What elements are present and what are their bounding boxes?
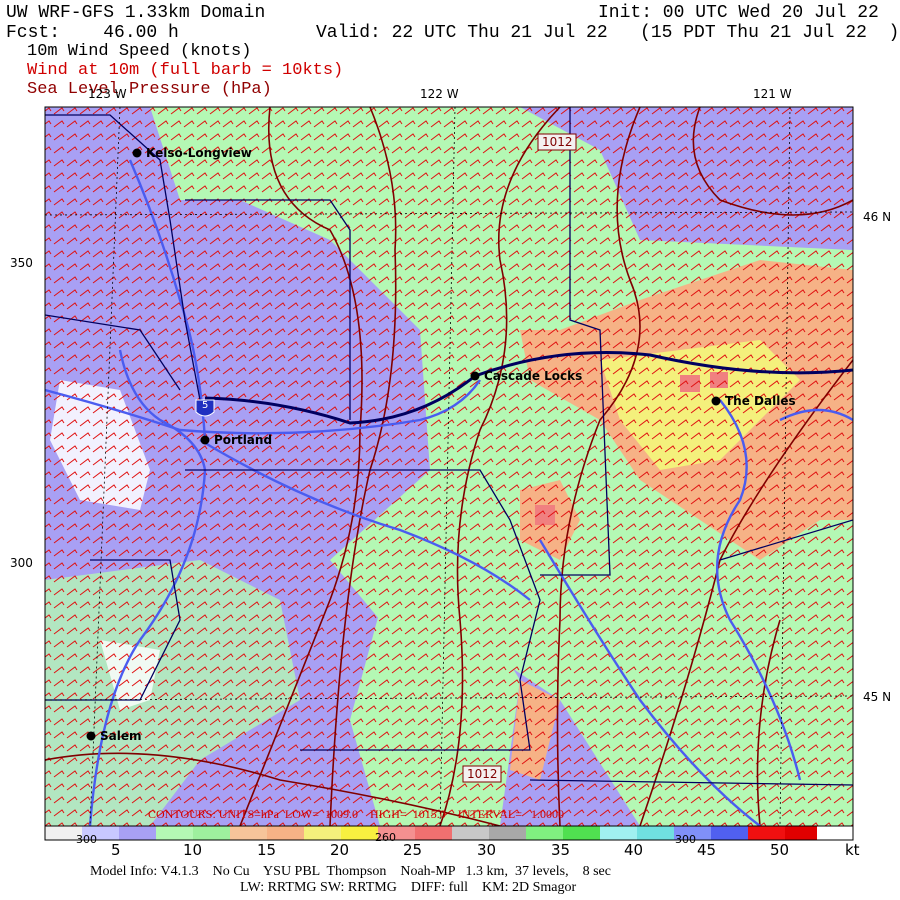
contour-info: CONTOURS: UNITS=hPa LOW= 1009.0 HIGH= 10… bbox=[148, 807, 564, 821]
latitude-label: 46 N bbox=[863, 210, 892, 224]
colorbar-overlay-label: 300 bbox=[76, 833, 97, 846]
model-info: Model Info: V4.1.3 No Cu YSU PBL Thompso… bbox=[90, 864, 611, 879]
boundaries bbox=[45, 107, 853, 786]
colorbar-label: 50 bbox=[770, 841, 790, 859]
contour-label: 1012 bbox=[467, 767, 498, 781]
city-markers bbox=[86, 148, 721, 741]
map bbox=[45, 107, 853, 826]
highway-shield bbox=[195, 399, 215, 417]
colorbar-overlay-label: 260 bbox=[375, 831, 396, 844]
colorbar-label: 35 bbox=[551, 841, 571, 859]
model-info: LW: RRTMG SW: RRTMG DIFF: full KM: 2D Sm… bbox=[240, 880, 577, 895]
colorbar-label: 10 bbox=[183, 841, 203, 859]
contour-label-box bbox=[537, 133, 577, 151]
contour-label-box bbox=[462, 765, 502, 783]
colorbar-label: 20 bbox=[330, 841, 350, 859]
valid-time: Valid: 22 UTC Thu 21 Jul 22 (15 PDT Thu … bbox=[316, 23, 900, 43]
colorbar-label: 25 bbox=[403, 841, 423, 859]
field-name: Wind at 10m (full barb = 10kts) bbox=[27, 61, 344, 80]
city-label: Salem bbox=[100, 729, 142, 743]
colorbar-label: 5 bbox=[111, 841, 121, 859]
field-name: Sea Level Pressure (hPa) bbox=[27, 80, 272, 99]
grid-label: 350 bbox=[10, 256, 33, 270]
contour-label: 1012 bbox=[542, 135, 573, 149]
rivers bbox=[45, 159, 853, 826]
grid-label: 300 bbox=[10, 556, 33, 570]
field-name: 10m Wind Speed (knots) bbox=[27, 42, 252, 61]
city-label: Kelso-Longview bbox=[146, 146, 252, 160]
longitude-label: 122 W bbox=[420, 87, 459, 101]
forecast-hour: Fcst: 46.00 h bbox=[6, 23, 179, 43]
title: UW WRF-GFS 1.33km Domain bbox=[6, 3, 266, 23]
colorbar bbox=[44, 825, 854, 841]
highway-number: 5 bbox=[202, 400, 209, 411]
city-label: Cascade Locks bbox=[484, 369, 583, 383]
latitude-label: 45 N bbox=[863, 690, 892, 704]
colorbar-label: 45 bbox=[697, 841, 717, 859]
longitude-label: 121 W bbox=[753, 87, 792, 101]
colorbar-label: 15 bbox=[257, 841, 277, 859]
colorbar-label: 40 bbox=[624, 841, 644, 859]
colorbar-label: 30 bbox=[477, 841, 497, 859]
city-label: The Dalles bbox=[725, 394, 796, 408]
colorbar-unit: kt bbox=[845, 841, 860, 859]
longitude-label: 123 W bbox=[88, 87, 127, 101]
init-time: Init: 00 UTC Wed 20 Jul 22 bbox=[598, 3, 879, 23]
wind-barbs bbox=[45, 107, 853, 826]
colorbar-overlay-label: 300 bbox=[675, 833, 696, 846]
city-label: Portland bbox=[214, 433, 273, 447]
